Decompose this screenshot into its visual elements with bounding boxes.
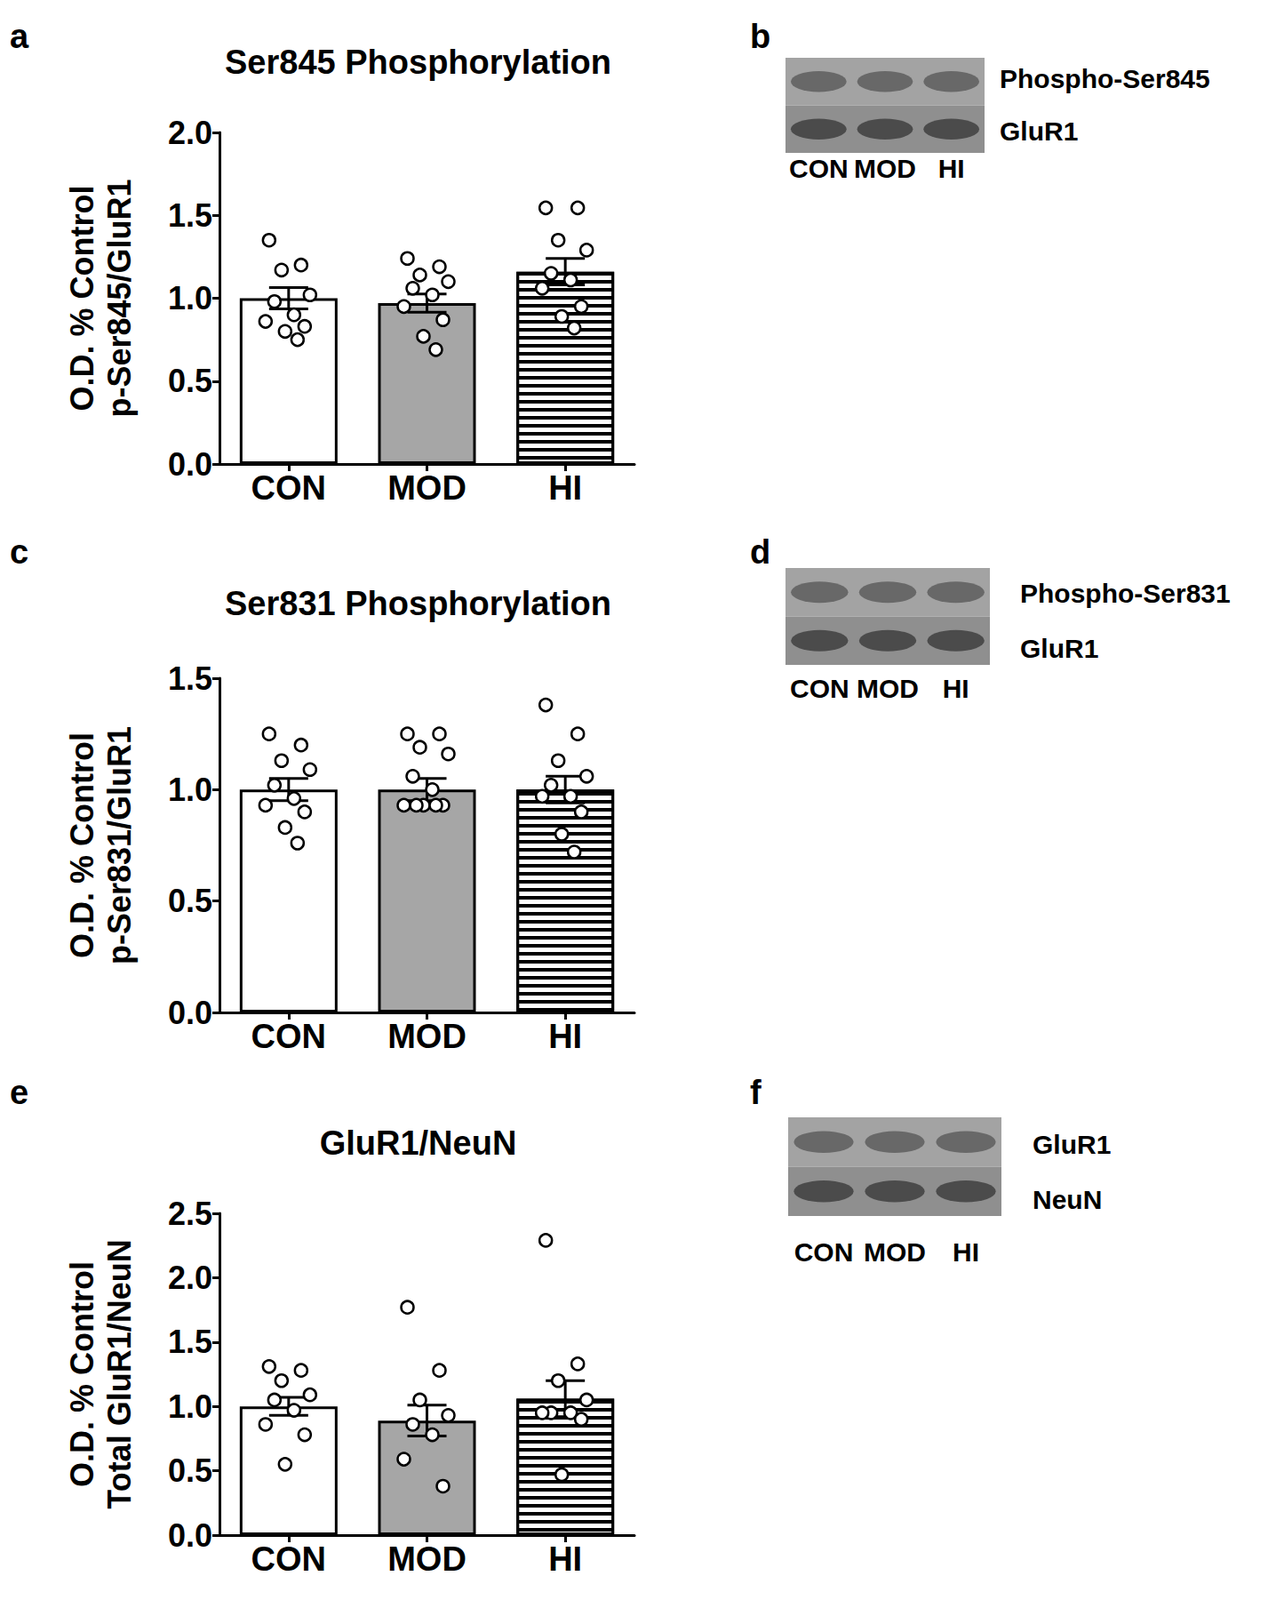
html-text:GluR1: GluR1 xyxy=(1032,1129,1112,1159)
svg-text:1.5: 1.5 xyxy=(167,1323,213,1360)
svg-text:HI: HI xyxy=(548,469,583,507)
svg-text:2.5: 2.5 xyxy=(167,1195,213,1232)
svg-text:Ser845 Phosphorylation: Ser845 Phosphorylation xyxy=(224,43,612,81)
svg-text:2.0: 2.0 xyxy=(167,1259,213,1296)
html-text:Phospho-Ser845: Phospho-Ser845 xyxy=(999,63,1210,94)
html-text:Phospho-Ser831: Phospho-Ser831 xyxy=(1020,578,1231,608)
svg-text:CON: CON xyxy=(251,469,327,507)
html-text:GluR1: GluR1 xyxy=(1020,633,1099,663)
svg-text:GluR1/NeuN: GluR1/NeuN xyxy=(319,1124,518,1162)
html-text:CON MOD: CON MOD xyxy=(789,153,917,184)
html-text:CON MOD: CON MOD xyxy=(794,1236,926,1267)
svg-text:0.0: 0.0 xyxy=(167,994,213,1031)
svg-text:CON: CON xyxy=(251,1539,327,1578)
svg-text:O.D. % Control: O.D. % Control xyxy=(63,1260,101,1487)
svg-text:HI: HI xyxy=(548,1539,583,1578)
svg-text:1.0: 1.0 xyxy=(167,1387,213,1425)
html-text:d: d xyxy=(749,533,771,571)
svg-text:0.5: 0.5 xyxy=(167,882,213,919)
html-text:b: b xyxy=(749,17,771,56)
html-text:NeuN: NeuN xyxy=(1032,1184,1103,1214)
svg-text:MOD: MOD xyxy=(387,1017,467,1055)
html-text:GluR1: GluR1 xyxy=(999,116,1079,146)
svg-text:2.0: 2.0 xyxy=(167,114,213,152)
svg-text:1.0: 1.0 xyxy=(167,771,213,808)
svg-text:Total GluR1/NeuN: Total GluR1/NeuN xyxy=(101,1238,138,1508)
svg-text:MOD: MOD xyxy=(387,469,467,507)
html-text:e: e xyxy=(9,1073,29,1111)
svg-text:MOD: MOD xyxy=(387,1539,467,1578)
svg-text:O.D. % Control: O.D. % Control xyxy=(63,185,101,412)
html-text:c: c xyxy=(9,533,29,571)
svg-text:CON: CON xyxy=(251,1017,327,1055)
svg-text:p-Ser831/GluR1: p-Ser831/GluR1 xyxy=(101,725,138,965)
svg-text:0.0: 0.0 xyxy=(167,446,213,483)
svg-text:0.0: 0.0 xyxy=(167,1516,213,1554)
svg-text:1.5: 1.5 xyxy=(167,660,213,697)
html-text:HI: HI xyxy=(952,1236,980,1267)
html-text:CON MOD: CON MOD xyxy=(789,673,919,703)
html-text:a: a xyxy=(9,17,29,56)
html-text:HI: HI xyxy=(938,153,965,184)
svg-text:O.D. % Control: O.D. % Control xyxy=(63,732,101,958)
svg-text:1.0: 1.0 xyxy=(167,279,213,317)
svg-text:1.5: 1.5 xyxy=(167,197,213,234)
svg-text:p-Ser845/GluR1: p-Ser845/GluR1 xyxy=(101,178,138,417)
svg-text:0.5: 0.5 xyxy=(167,1451,213,1489)
html-text:HI: HI xyxy=(942,673,970,703)
svg-text:Ser831 Phosphorylation: Ser831 Phosphorylation xyxy=(224,584,612,623)
svg-text:HI: HI xyxy=(548,1017,583,1055)
svg-text:0.5: 0.5 xyxy=(167,362,213,399)
html-text:f: f xyxy=(749,1073,762,1111)
